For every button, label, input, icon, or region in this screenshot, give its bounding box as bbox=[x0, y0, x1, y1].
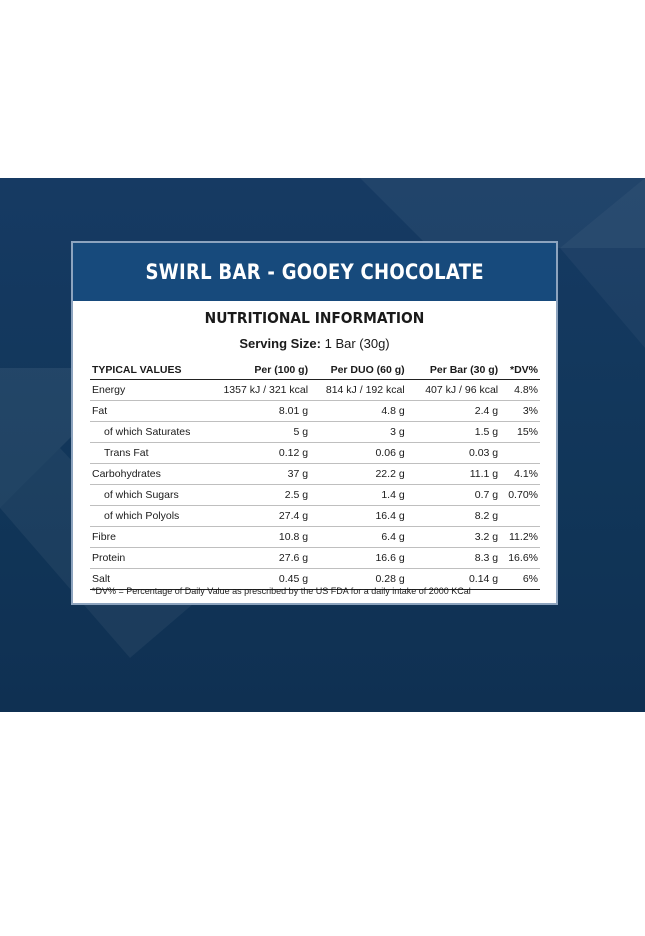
table-cell: 3 g bbox=[310, 421, 407, 443]
footnote: *DV% = Percentage of Daily Value as pres… bbox=[92, 586, 471, 596]
table-cell: 8.01 g bbox=[211, 400, 311, 422]
section-title: NUTRITIONAL INFORMATION bbox=[204, 309, 425, 327]
table-cell: 16.6% bbox=[500, 547, 540, 569]
table-cell: 15% bbox=[500, 421, 540, 443]
table-cell: 0.03 g bbox=[406, 442, 501, 464]
table-cell: 0.70% bbox=[500, 484, 540, 506]
row-label: Trans Fat bbox=[90, 442, 212, 464]
table-cell: 1.5 g bbox=[406, 421, 501, 443]
table-cell: 0.45 g bbox=[211, 568, 311, 590]
row-label: of which Sugars bbox=[90, 484, 212, 506]
row-label: Protein bbox=[90, 547, 212, 569]
serving-size-label: Serving Size: bbox=[239, 336, 321, 351]
serving-size: Serving Size: 1 Bar (30g) bbox=[73, 335, 556, 353]
table-row: of which Sugars 2.5 g 1.4 g 0.7 g 0.70% bbox=[90, 484, 540, 506]
table-cell bbox=[500, 505, 540, 527]
row-label: Fat bbox=[90, 400, 212, 422]
table-cell: 407 kJ / 96 kcal bbox=[406, 379, 501, 401]
row-label: of which Polyols bbox=[90, 505, 212, 527]
table-row: Protein 27.6 g 16.6 g 8.3 g 16.6% bbox=[90, 547, 540, 569]
column-header: Per Bar (30 g) bbox=[406, 360, 501, 380]
table-cell: 8.3 g bbox=[406, 547, 501, 569]
table-cell: 0.12 g bbox=[211, 442, 311, 464]
column-header: *DV% bbox=[500, 360, 540, 380]
row-label: Salt bbox=[90, 568, 212, 590]
table-cell: 0.7 g bbox=[406, 484, 501, 506]
table-cell: 0.14 g bbox=[406, 568, 501, 590]
column-header: Per DUO (60 g) bbox=[310, 360, 407, 380]
nutrition-table: TYPICAL VALUES Per (100 g) Per DUO (60 g… bbox=[90, 360, 540, 590]
table-cell: 1.4 g bbox=[310, 484, 407, 506]
table-cell: 1357 kJ / 321 kcal bbox=[211, 379, 311, 401]
nutrition-card: SWIRL BAR - GOOEY CHOCOLATE NUTRITIONAL … bbox=[71, 241, 558, 605]
table-cell: 16.4 g bbox=[310, 505, 407, 527]
table-row: Energy 1357 kJ / 321 kcal 814 kJ / 192 k… bbox=[90, 379, 540, 401]
table-cell: 0.06 g bbox=[310, 442, 407, 464]
table-row: Fat 8.01 g 4.8 g 2.4 g 3% bbox=[90, 400, 540, 422]
table-cell: 6.4 g bbox=[310, 526, 407, 548]
table-cell: 814 kJ / 192 kcal bbox=[310, 379, 407, 401]
column-header: TYPICAL VALUES bbox=[90, 360, 212, 380]
table-cell: 37 g bbox=[211, 463, 311, 485]
table-row: of which Saturates 5 g 3 g 1.5 g 15% bbox=[90, 421, 540, 443]
column-header: Per (100 g) bbox=[211, 360, 311, 380]
product-title: SWIRL BAR - GOOEY CHOCOLATE bbox=[145, 260, 484, 284]
table-cell: 22.2 g bbox=[310, 463, 407, 485]
table-cell: 3.2 g bbox=[406, 526, 501, 548]
serving-size-value: 1 Bar (30g) bbox=[324, 336, 390, 351]
table-cell: 5 g bbox=[211, 421, 311, 443]
table-cell: 10.8 g bbox=[211, 526, 311, 548]
table-cell: 27.6 g bbox=[211, 547, 311, 569]
table-cell: 16.6 g bbox=[310, 547, 407, 569]
table-cell: 4.1% bbox=[500, 463, 540, 485]
table-cell: 11.2% bbox=[500, 526, 540, 548]
table-cell: 27.4 g bbox=[211, 505, 311, 527]
row-label: Energy bbox=[90, 379, 212, 401]
card-header: SWIRL BAR - GOOEY CHOCOLATE bbox=[73, 243, 556, 301]
table-cell: 4.8 g bbox=[310, 400, 407, 422]
table-cell: 2.4 g bbox=[406, 400, 501, 422]
row-label: Carbohydrates bbox=[90, 463, 212, 485]
table-cell: 4.8% bbox=[500, 379, 540, 401]
table-row: Salt 0.45 g 0.28 g 0.14 g 6% bbox=[90, 568, 540, 590]
table-cell bbox=[500, 442, 540, 464]
table-cell: 0.28 g bbox=[310, 568, 407, 590]
table-cell: 3% bbox=[500, 400, 540, 422]
table-row: Trans Fat 0.12 g 0.06 g 0.03 g bbox=[90, 442, 540, 464]
row-label: Fibre bbox=[90, 526, 212, 548]
table-row: Fibre 10.8 g 6.4 g 3.2 g 11.2% bbox=[90, 526, 540, 548]
table-row: Carbohydrates 37 g 22.2 g 11.1 g 4.1% bbox=[90, 463, 540, 485]
table-cell: 6% bbox=[500, 568, 540, 590]
table-cell: 11.1 g bbox=[406, 463, 501, 485]
table-header-row: TYPICAL VALUES Per (100 g) Per DUO (60 g… bbox=[90, 360, 540, 380]
table-cell: 8.2 g bbox=[406, 505, 501, 527]
table-row: of which Polyols 27.4 g 16.4 g 8.2 g bbox=[90, 505, 540, 527]
table-cell: 2.5 g bbox=[211, 484, 311, 506]
row-label: of which Saturates bbox=[90, 421, 212, 443]
